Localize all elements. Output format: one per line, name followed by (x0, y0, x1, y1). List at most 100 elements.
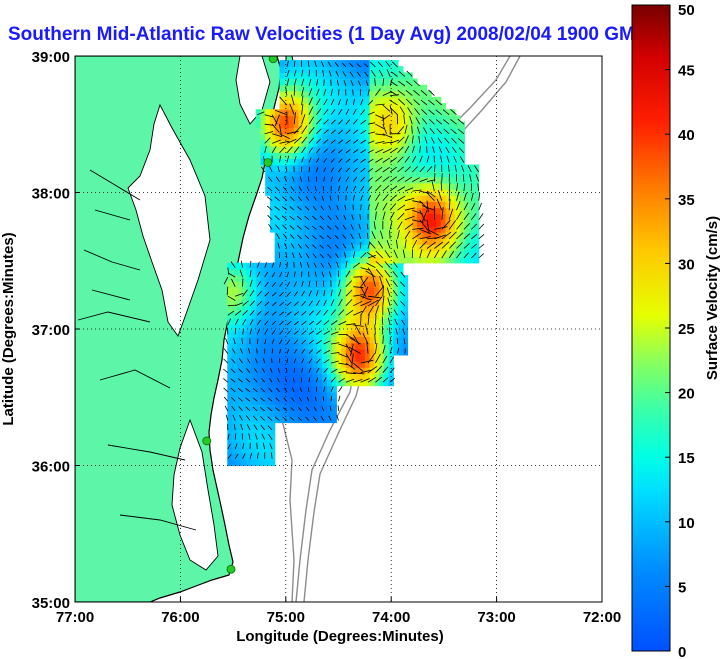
velocity-cell (473, 225, 480, 233)
velocity-cell (412, 213, 418, 221)
velocity-cell (322, 250, 328, 258)
velocity-cell (298, 78, 304, 86)
velocity-cell (274, 299, 280, 307)
velocity-cell (279, 219, 285, 227)
velocity-cell (341, 324, 347, 331)
velocity-cell (336, 299, 342, 307)
velocity-cell (374, 287, 380, 295)
velocity-cell (307, 373, 314, 381)
velocity-cell (303, 170, 309, 178)
current-vector (242, 289, 248, 297)
current-vector (256, 271, 261, 278)
current-vector (367, 254, 376, 259)
velocity-cell (355, 66, 361, 73)
radar-station-marker (202, 436, 212, 446)
current-vector (382, 377, 389, 383)
velocity-cell (374, 115, 380, 123)
velocity-cell (369, 195, 375, 202)
current-vector (420, 89, 428, 96)
current-vector (404, 187, 414, 192)
velocity-cell (383, 189, 390, 196)
velocity-cell (355, 250, 361, 258)
current-vector (323, 377, 327, 383)
velocity-cell (274, 152, 280, 159)
current-vector (428, 118, 435, 125)
velocity-cell (303, 373, 309, 381)
velocity-cell (298, 330, 304, 338)
velocity-cell (303, 299, 309, 307)
velocity-cell (355, 256, 361, 264)
velocity-cell (279, 330, 285, 338)
velocity-cell (455, 189, 461, 196)
velocity-cell (341, 90, 347, 98)
current-vector (382, 133, 393, 139)
velocity-cell (255, 348, 262, 356)
current-vector (382, 176, 390, 182)
velocity-cell (341, 158, 347, 166)
velocity-cell (426, 103, 432, 110)
velocity-cell (379, 133, 385, 141)
current-vector (382, 157, 391, 163)
velocity-cell (307, 66, 314, 73)
velocity-cell (350, 281, 356, 288)
current-vector (349, 343, 354, 357)
current-vector (264, 262, 268, 268)
current-vector (375, 193, 381, 201)
velocity-cell (307, 103, 314, 110)
velocity-cell (227, 354, 233, 362)
velocity-cell (360, 66, 366, 73)
current-vector (382, 193, 389, 201)
velocity-cell (279, 189, 285, 196)
velocity-cell (440, 225, 446, 233)
velocity-cell (369, 176, 375, 184)
velocity-cell (383, 379, 390, 387)
velocity-cell (265, 287, 271, 295)
velocity-cell (270, 447, 276, 454)
velocity-cell (383, 262, 390, 270)
velocity-cell (331, 146, 337, 153)
velocity-cell (459, 244, 465, 252)
velocity-cell (284, 275, 290, 282)
velocity-cell (369, 127, 375, 135)
current-vector (308, 127, 315, 135)
velocity-cell (464, 176, 470, 184)
current-vector (413, 80, 420, 87)
current-vector (387, 297, 391, 306)
velocity-cell (445, 121, 451, 129)
velocity-cell (270, 281, 276, 288)
velocity-cell (274, 287, 280, 295)
velocity-cell (260, 318, 266, 325)
current-vector (316, 157, 320, 163)
current-vector (262, 442, 266, 450)
current-vector (382, 104, 391, 112)
current-vector (397, 230, 400, 239)
current-vector (323, 129, 329, 135)
velocity-cell (398, 250, 404, 258)
velocity-cell (293, 207, 299, 215)
velocity-cell (383, 305, 390, 313)
velocity-cell (345, 324, 352, 331)
velocity-cell (407, 225, 413, 233)
velocity-cell (265, 164, 271, 172)
velocity-cell (270, 453, 276, 460)
current-vector (448, 199, 451, 211)
velocity-cell (284, 330, 290, 338)
current-vector (367, 352, 376, 364)
velocity-cell (341, 379, 347, 387)
current-vector (293, 291, 299, 297)
velocity-cell (459, 207, 465, 215)
velocity-cell (383, 354, 390, 362)
velocity-cell (284, 207, 290, 215)
velocity-cell (383, 103, 390, 110)
current-vector (286, 291, 291, 297)
current-vector (316, 320, 322, 326)
velocity-cell (421, 146, 428, 153)
velocity-cell (445, 158, 451, 166)
velocity-cell (360, 127, 366, 135)
velocity-cell (412, 164, 418, 172)
velocity-cell (293, 96, 299, 104)
current-vector (238, 368, 243, 373)
current-vector (316, 118, 322, 125)
velocity-cell (336, 213, 342, 221)
velocity-cell (236, 330, 243, 338)
